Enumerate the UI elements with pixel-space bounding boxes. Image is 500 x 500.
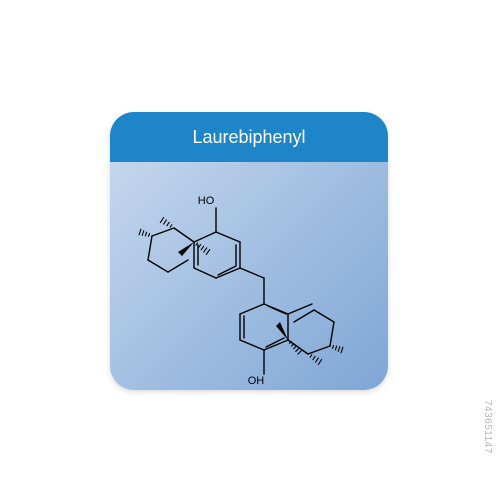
card-header: Laurebiphenyl: [110, 112, 388, 162]
canvas: Laurebiphenyl HO OH 743651147: [0, 0, 500, 500]
svg-text:OH: OH: [248, 375, 265, 387]
svg-text:HO: HO: [198, 195, 215, 207]
watermark-id: 743651147: [482, 400, 493, 454]
info-card: Laurebiphenyl HO OH: [110, 112, 388, 390]
card-body: HO OH: [110, 162, 388, 390]
chemical-structure: HO OH: [110, 162, 388, 390]
card-title: Laurebiphenyl: [192, 127, 305, 148]
